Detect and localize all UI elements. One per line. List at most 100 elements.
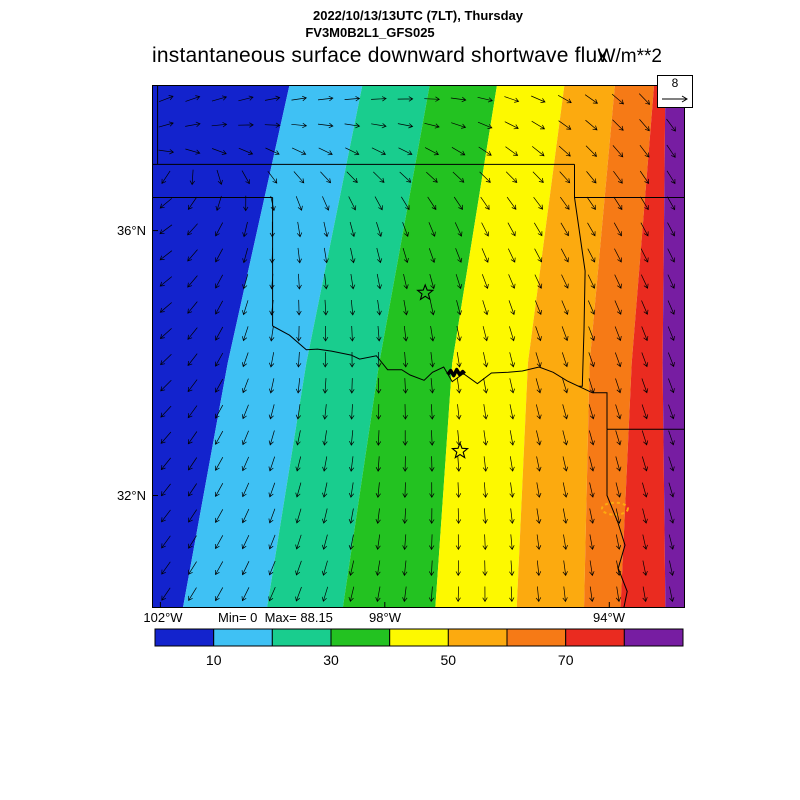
wind-arrow — [187, 353, 198, 367]
wind-arrow — [477, 96, 493, 103]
wind-arrow — [344, 96, 361, 102]
wind-arrow — [588, 404, 595, 420]
wind-arrow — [615, 430, 622, 446]
wind-arrow — [397, 123, 414, 129]
wind-arrow — [562, 482, 569, 498]
wind-arrow — [641, 456, 649, 472]
wind-arrow — [241, 378, 249, 394]
colorbar-tick-label: 70 — [558, 652, 574, 668]
wind-arrow — [640, 274, 649, 289]
wind-arrow — [215, 274, 224, 289]
wind-arrow — [428, 586, 435, 603]
wind-arrow — [267, 170, 278, 184]
wind-arrow — [535, 326, 542, 342]
colorbar-segment-10-20 — [213, 628, 273, 647]
wind-arrow — [509, 430, 515, 446]
wind-arrow — [535, 404, 542, 420]
state-border-line — [578, 385, 608, 430]
contour-fragment — [600, 501, 629, 516]
wind-arrow — [158, 121, 174, 128]
wind-arrow — [323, 221, 329, 238]
wind-arrow — [509, 534, 515, 551]
wind-arrow — [402, 586, 408, 603]
wind-arrow — [612, 119, 624, 131]
wind-arrow — [318, 147, 333, 156]
wind-arrow — [428, 560, 435, 577]
wind-arrow — [350, 247, 356, 264]
wind-arrow — [348, 196, 357, 211]
wind-arrow — [296, 273, 302, 290]
model-line: FV3M0B2L1_GFS025 — [305, 25, 435, 40]
wind-arrow — [482, 404, 489, 420]
wind-arrow — [188, 587, 197, 601]
wind-arrow — [401, 196, 410, 211]
wind-arrow — [455, 482, 462, 498]
wind-arrow — [158, 149, 175, 155]
wind-arrow — [535, 352, 542, 368]
wind-arrow — [667, 300, 675, 315]
wind-arrow — [211, 95, 228, 102]
wind-arrow — [455, 508, 462, 524]
wind-arrow — [241, 561, 250, 576]
wind-arrow — [214, 378, 224, 393]
wind-arrow — [403, 274, 409, 290]
wind-arrow — [428, 534, 435, 551]
reference-arrow-icon — [662, 95, 688, 103]
wind-arrow — [402, 222, 409, 237]
wind-arrow — [402, 351, 409, 368]
wind-arrow — [399, 171, 412, 183]
wind-arrow — [268, 482, 276, 498]
flux-band-70-80 — [620, 85, 666, 608]
wind-arrow — [402, 430, 408, 446]
wind-arrow — [615, 534, 622, 550]
wind-arrow — [375, 586, 381, 603]
wind-arrow — [562, 586, 568, 603]
wind-arrow — [187, 379, 198, 393]
wind-arrow — [241, 430, 249, 446]
wind-arrow — [295, 482, 302, 498]
wind-arrow — [429, 378, 435, 394]
wind-arrow — [269, 221, 275, 238]
wind-arrow — [429, 326, 436, 342]
wind-arrow — [589, 508, 595, 524]
wind-arrow — [509, 482, 515, 498]
wind-arrow — [349, 299, 356, 316]
wind-arrow — [532, 171, 544, 183]
wind-arrow — [453, 196, 463, 210]
wind-arrow — [562, 534, 568, 550]
wind-arrow — [322, 456, 328, 472]
wind-arrow — [402, 378, 409, 394]
wind-arrow — [321, 560, 328, 576]
wind-arrow — [403, 299, 409, 316]
wind-arrow — [241, 534, 250, 550]
wind-arrow — [613, 196, 623, 211]
wind-arrow — [161, 535, 171, 549]
wind-arrow — [375, 534, 381, 550]
wind-arrow — [561, 274, 569, 289]
wind-arrow — [188, 509, 197, 523]
wind-arrow — [509, 378, 515, 394]
wind-arrow — [667, 326, 675, 342]
wind-arrow — [587, 248, 596, 263]
wind-arrow — [456, 300, 462, 316]
wind-arrow — [349, 430, 355, 446]
reference-vector-value: 8 — [671, 76, 679, 90]
flux-band-80-90 — [662, 85, 685, 608]
wind-arrow — [483, 352, 489, 368]
wind-arrow — [482, 534, 488, 551]
wind-arrow — [455, 586, 461, 603]
wind-arrow — [559, 171, 571, 184]
wind-arrow — [214, 587, 224, 602]
colorbar-tick-label: 30 — [323, 652, 339, 668]
wind-arrow — [160, 379, 172, 392]
wind-arrow — [481, 274, 489, 290]
wind-arrow — [666, 196, 676, 211]
wind-arrow — [268, 430, 275, 446]
wind-arrow — [586, 171, 597, 184]
wind-arrow — [614, 274, 622, 289]
wind-arrow — [264, 95, 281, 101]
wind-arrow — [371, 96, 387, 102]
wind-arrow — [615, 508, 622, 524]
wind-arrow — [642, 534, 648, 550]
wind-arrow — [375, 404, 382, 420]
